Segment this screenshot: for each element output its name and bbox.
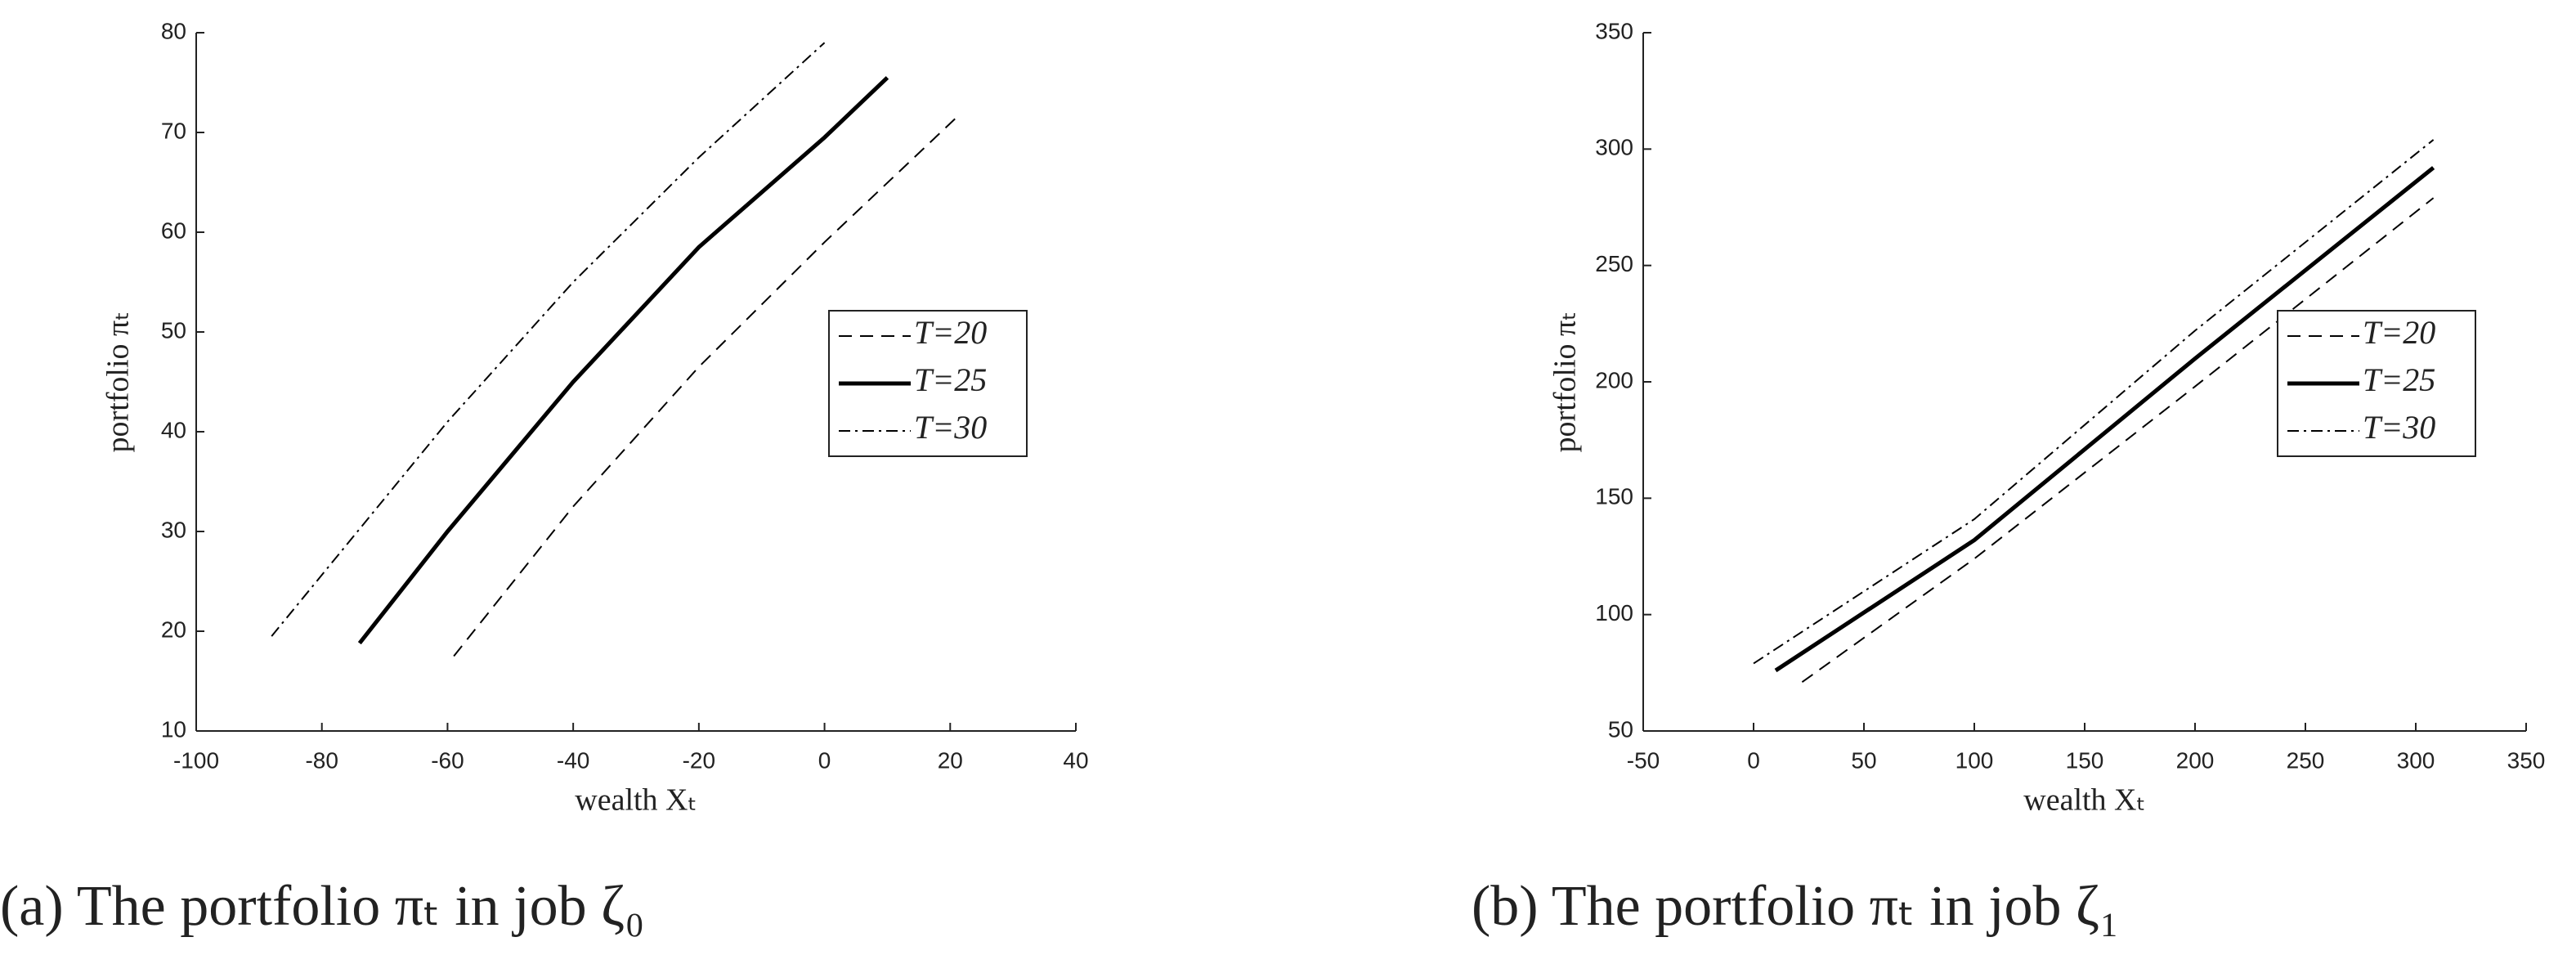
y-tick-label: 100: [1595, 600, 1633, 626]
y-tick-label: 300: [1595, 135, 1633, 160]
x-tick-label: -80: [305, 747, 338, 773]
x-tick-label: 250: [2287, 747, 2325, 773]
y-tick-label: 60: [161, 217, 186, 243]
legend-box: [828, 310, 1028, 457]
y-tick-label: 30: [161, 517, 186, 542]
y-axis-label: portfolio πₜ: [1548, 312, 1583, 453]
y-tick-label: 10: [161, 716, 186, 742]
x-tick-label: -40: [557, 747, 589, 773]
y-tick-label: 40: [161, 417, 186, 442]
x-axis-label: wealth Xₜ: [575, 783, 697, 818]
legend-label: T=20: [2363, 314, 2435, 351]
x-tick-label: 40: [1063, 747, 1088, 773]
x-tick-label: 350: [2507, 747, 2546, 773]
legend-label: T=20: [914, 314, 987, 351]
y-tick-label: 350: [1595, 18, 1633, 43]
x-tick-label: 0: [818, 747, 831, 773]
x-axis-label: wealth Xₜ: [2023, 783, 2145, 818]
legend-label: T=30: [2363, 409, 2435, 446]
y-tick-label: 200: [1595, 367, 1633, 392]
x-tick-label: 100: [1956, 747, 1994, 773]
x-tick-label: 20: [938, 747, 963, 773]
x-tick-label: -50: [1627, 747, 1660, 773]
legend-label: T=25: [914, 361, 987, 398]
series-line: [1753, 139, 2435, 665]
x-tick-label: -60: [431, 747, 464, 773]
x-tick-label: -20: [683, 747, 715, 773]
series-line: [1774, 166, 2435, 673]
x-tick-label: 200: [2176, 747, 2215, 773]
y-tick-label: 70: [161, 118, 186, 143]
y-tick-label: 20: [161, 617, 186, 642]
y-axis-label: portfolio πₜ: [101, 312, 136, 453]
x-tick-label: 300: [2397, 747, 2435, 773]
y-tick-label: 50: [161, 317, 186, 343]
series-line: [1801, 197, 2435, 684]
x-tick-label: 0: [1747, 747, 1760, 773]
x-tick-label: 50: [1851, 747, 1876, 773]
x-tick-label: 150: [2066, 747, 2104, 773]
caption: (b) The portfolio πₜ in job ζ₁: [1472, 875, 2119, 938]
series-line: [357, 76, 889, 645]
y-tick-label: 50: [1608, 716, 1633, 742]
caption: (a) The portfolio πₜ in job ζ₀: [0, 875, 645, 938]
x-tick-label: -100: [173, 747, 219, 773]
series-line: [271, 42, 826, 637]
y-tick-label: 150: [1595, 484, 1633, 509]
y-tick-label: 250: [1595, 251, 1633, 276]
legend-label: T=25: [2363, 361, 2435, 398]
legend-label: T=30: [914, 409, 987, 446]
series-line: [453, 116, 957, 657]
y-tick-label: 80: [161, 18, 186, 43]
